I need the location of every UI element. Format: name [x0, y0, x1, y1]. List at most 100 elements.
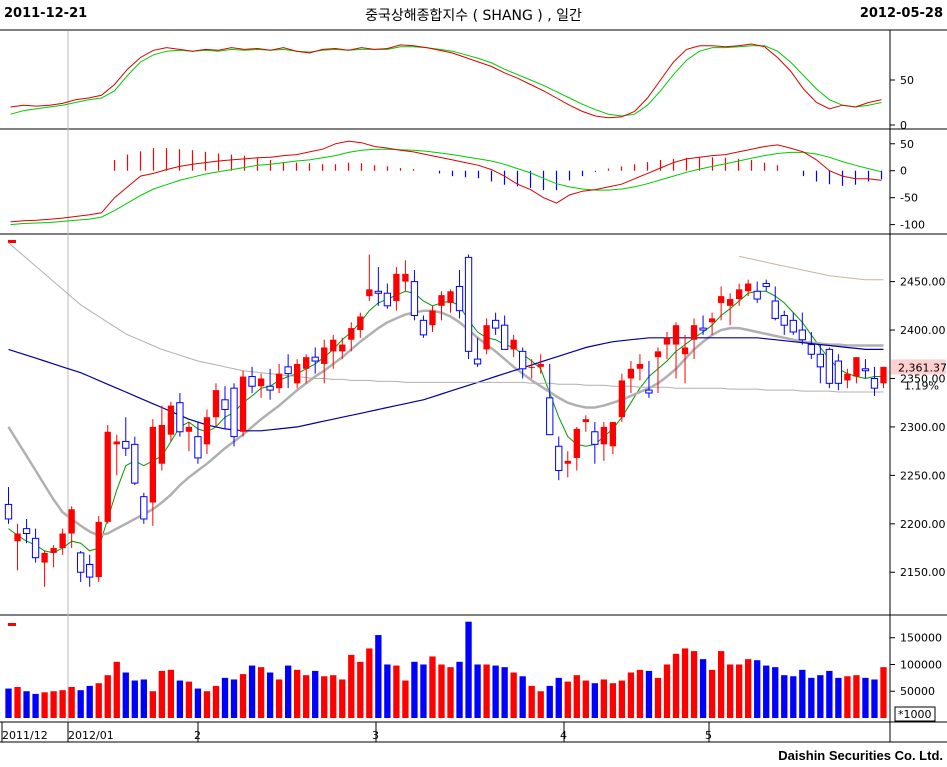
start-date: 2011-12-21 — [4, 6, 88, 21]
volume-bar — [853, 675, 860, 718]
candle-up — [275, 373, 283, 389]
volume-bar — [77, 690, 84, 718]
stoch-slow-line — [10, 45, 882, 117]
volume-bar — [474, 664, 481, 718]
candle-down — [519, 350, 527, 370]
volume-bar — [672, 653, 680, 718]
candle-down — [762, 283, 770, 287]
candle-down — [221, 399, 229, 410]
candle-down — [230, 387, 238, 438]
candle-down — [816, 353, 825, 368]
volume-bar — [95, 683, 102, 718]
volume-bar — [862, 677, 869, 718]
volume-bar — [104, 675, 111, 718]
volume-bar — [609, 683, 617, 718]
candle-down — [86, 563, 94, 578]
volume-bar — [257, 667, 265, 718]
volume-bar — [41, 692, 48, 718]
volume-bar — [772, 667, 779, 718]
candle-up — [880, 366, 887, 384]
candle-up — [257, 378, 265, 387]
price-box: 2,361.37 1.19% — [891, 359, 947, 392]
candle-up — [59, 533, 66, 549]
volume-bar — [483, 664, 490, 718]
volume-bar — [284, 665, 292, 718]
volume-bar — [636, 669, 644, 718]
chart-title: 중국상해종합지수 ( SHANG ) , 일간 — [365, 8, 582, 24]
candle-up — [212, 390, 220, 418]
volume-bar — [519, 676, 526, 718]
candle-up — [203, 417, 211, 445]
volume-bar — [23, 691, 30, 718]
volume-unit: *1000 — [898, 708, 932, 721]
candle-down — [464, 256, 473, 352]
candle-up — [113, 441, 120, 445]
x-tick-label: 3 — [372, 729, 379, 742]
ma20-line — [7, 309, 884, 537]
candle-down — [248, 376, 256, 387]
volume-bar — [564, 681, 571, 718]
volume-bar — [582, 680, 589, 718]
x-tick-label: 2012/01 — [68, 729, 114, 742]
ma120-line — [8, 242, 884, 393]
candle-down — [555, 445, 563, 472]
candle-down — [500, 324, 509, 350]
candle-down — [122, 440, 130, 449]
candle-up — [339, 344, 346, 352]
volume-bar — [366, 648, 373, 718]
volume-bar — [330, 675, 337, 718]
candle-up — [321, 347, 328, 364]
volume-bar — [384, 664, 391, 718]
candle-down — [870, 377, 879, 389]
volume-bar — [600, 679, 608, 718]
stoch-fast-line — [10, 43, 882, 119]
volume-bar — [790, 676, 797, 718]
candle-up — [564, 460, 571, 464]
candle-up — [844, 373, 851, 381]
volume-bar — [510, 672, 517, 718]
candle-up — [600, 426, 608, 445]
candle-down — [419, 319, 428, 336]
volume-bar — [375, 635, 382, 718]
candle-down — [473, 358, 482, 365]
volume-bar — [402, 680, 409, 718]
volume-bar — [528, 685, 535, 718]
candle-up — [104, 431, 111, 522]
volume-bar — [826, 670, 833, 718]
candle-down — [194, 436, 202, 459]
candle-up — [708, 318, 716, 323]
volume-bar — [591, 683, 598, 718]
volume-bar — [221, 677, 229, 718]
price-tick-label: 2400.00 — [900, 324, 946, 337]
candle-up — [672, 325, 680, 345]
price-tick-label: 2250.00 — [900, 469, 946, 482]
candle-up — [447, 291, 454, 303]
volume-bar — [546, 685, 553, 718]
candle-down — [4, 503, 13, 520]
volume-bar — [456, 661, 463, 718]
candle-down — [176, 402, 184, 433]
volume-bar — [429, 656, 436, 718]
volume-bar — [808, 677, 815, 718]
candle-up — [41, 552, 48, 563]
candle-up — [429, 310, 436, 326]
candle-up — [50, 548, 57, 553]
candle-up — [68, 509, 75, 534]
candle-down — [699, 327, 707, 331]
volume-tick-label: 100000 — [900, 658, 942, 671]
volume-bar — [844, 676, 851, 718]
volume-bar — [781, 675, 788, 718]
volume-bar — [754, 660, 761, 718]
candle-up — [736, 289, 743, 300]
candle-up — [366, 289, 373, 297]
price-panel — [4, 240, 887, 587]
volume-bar — [645, 670, 653, 718]
candle-up — [717, 296, 725, 303]
volume-marker — [8, 623, 16, 626]
volume-bar — [303, 675, 310, 718]
candle-up — [690, 325, 698, 340]
volume-bar — [68, 686, 75, 718]
volume-bar — [86, 685, 93, 718]
price-tick-label: 2300.00 — [900, 421, 946, 434]
candle-up — [745, 283, 752, 292]
